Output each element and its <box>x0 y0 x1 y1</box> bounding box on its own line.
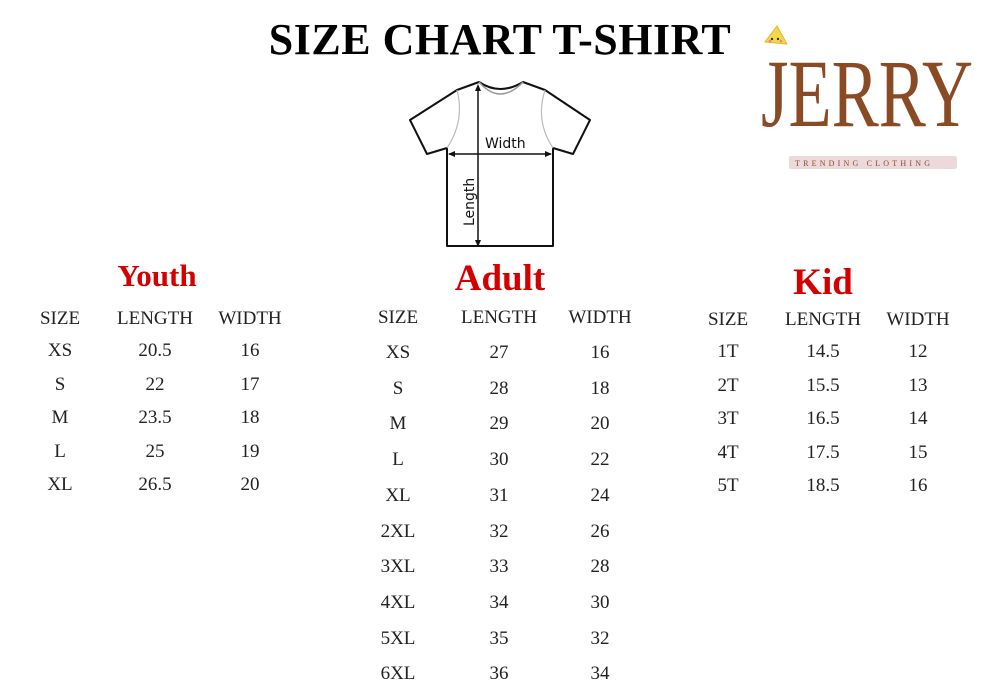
length-cell: 22 <box>145 373 165 395</box>
length-cell: 27 <box>489 342 509 363</box>
width-cell: 32 <box>590 627 610 649</box>
length-cell: 26.5 <box>138 474 172 495</box>
width-cell: 12 <box>908 341 928 362</box>
width-cell: 24 <box>590 484 610 506</box>
length-cell: 31 <box>489 484 509 506</box>
size-cell: 4XL <box>380 591 416 613</box>
width-cell: 18 <box>240 407 260 428</box>
width-cell: 26 <box>590 520 610 542</box>
column-header: WIDTH <box>218 308 282 329</box>
width-cell: 16 <box>908 475 928 496</box>
width-cell: 19 <box>240 440 260 462</box>
size-cell: 3T <box>717 408 739 429</box>
length-cell: 20.5 <box>138 340 172 361</box>
size-cell: XL <box>47 474 73 495</box>
width-cell: 34 <box>590 663 610 685</box>
length-cell: 18.5 <box>806 475 840 496</box>
jerry-logo: JERRY TRENDING CLOTHING <box>761 25 973 169</box>
width-cell: 20 <box>240 474 260 495</box>
width-cell: 18 <box>590 377 610 399</box>
length-cell: 16.5 <box>806 408 840 429</box>
size-cell: XS <box>47 340 73 361</box>
width-cell: 17 <box>240 373 260 395</box>
length-cell: 34 <box>489 591 509 613</box>
width-cell: 28 <box>590 556 610 578</box>
size-cell: 2XL <box>380 520 416 542</box>
size-cell: 3XL <box>380 556 416 578</box>
column-header: SIZE <box>39 308 81 329</box>
length-cell: 28 <box>489 377 509 399</box>
column-header: LENGTH <box>461 307 537 328</box>
length-cell: 32 <box>489 520 509 542</box>
size-cell: S <box>54 373 66 395</box>
size-cell: XS <box>385 342 411 363</box>
page-title: SIZE CHART T-SHIRT <box>268 15 732 64</box>
width-cell: 15 <box>908 441 928 463</box>
length-cell: 30 <box>489 449 509 471</box>
width-cell: 13 <box>908 374 928 396</box>
size-cell: S <box>392 377 404 399</box>
column-header: SIZE <box>707 309 749 330</box>
cheese-mascot-icon <box>764 25 788 45</box>
column-header: SIZE <box>377 307 419 328</box>
width-cell: 22 <box>590 449 610 471</box>
length-cell: 29 <box>489 413 509 435</box>
length-label: Length <box>462 178 478 226</box>
logo-wordmark: JERRY <box>761 40 973 147</box>
size-cell: 5XL <box>380 627 416 649</box>
tshirt-diagram: Width Length <box>409 81 591 247</box>
width-label: Width <box>485 136 526 152</box>
adult-table-title: Adult <box>454 258 546 299</box>
column-header: WIDTH <box>568 307 632 328</box>
length-cell: 35 <box>489 627 509 649</box>
length-cell: 14.5 <box>806 341 840 362</box>
width-cell: 20 <box>590 413 610 435</box>
size-cell: 2T <box>717 374 739 396</box>
kid-table-title: Kid <box>793 262 853 303</box>
length-cell: 23.5 <box>138 407 172 428</box>
youth-table-title: Youth <box>117 258 197 293</box>
width-cell: 14 <box>908 408 928 429</box>
width-cell: 16 <box>590 342 610 363</box>
size-cell: M <box>389 413 407 435</box>
size-cell: 6XL <box>380 663 416 685</box>
column-header: LENGTH <box>117 308 193 329</box>
length-cell: 25 <box>145 440 165 462</box>
length-cell: 15.5 <box>806 374 840 396</box>
size-cell: L <box>392 449 404 471</box>
length-cell: 36 <box>489 663 509 685</box>
size-cell: L <box>54 440 66 462</box>
length-cell: 33 <box>489 556 509 578</box>
size-cell: 4T <box>717 441 739 463</box>
column-header: WIDTH <box>886 309 950 330</box>
length-cell: 17.5 <box>806 441 840 463</box>
size-cell: XL <box>385 484 411 506</box>
size-cell: 1T <box>717 341 739 362</box>
column-header: LENGTH <box>785 309 861 330</box>
width-cell: 16 <box>240 340 260 361</box>
size-cell: 5T <box>717 475 739 496</box>
width-cell: 30 <box>590 591 610 613</box>
logo-tagline: TRENDING CLOTHING <box>795 159 933 168</box>
size-cell: M <box>51 407 69 428</box>
